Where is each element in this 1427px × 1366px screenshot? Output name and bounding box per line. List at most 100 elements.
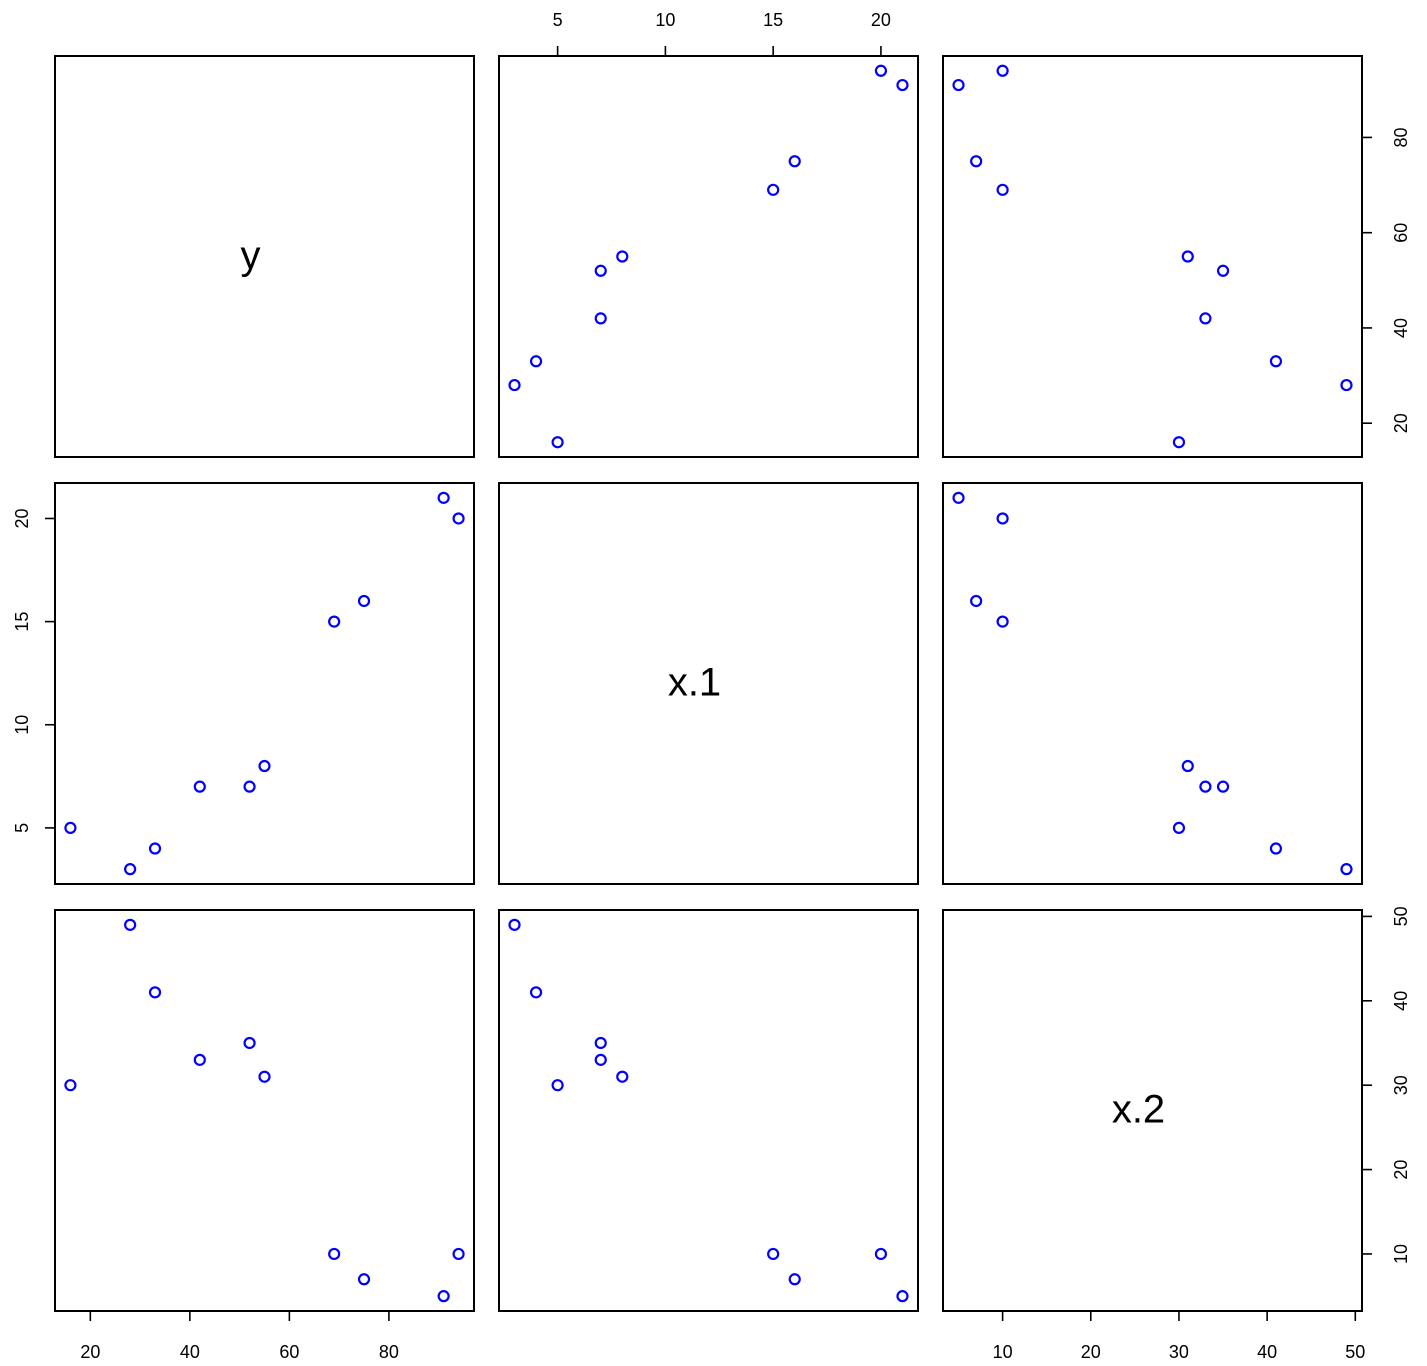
- x-tick-label-x.1: 20: [871, 10, 891, 30]
- data-point: [594, 264, 607, 277]
- y-tick-label-x.1: 10: [12, 715, 32, 735]
- y-tick-label-x.2: 50: [1391, 906, 1411, 926]
- y-tick-label-x.1: 15: [12, 612, 32, 632]
- panel-y-vs-x.1: [498, 55, 919, 458]
- data-point: [124, 918, 137, 931]
- data-point: [258, 759, 271, 773]
- y-tick-label-y: 80: [1391, 127, 1411, 147]
- panel-y-vs-x.2: [942, 55, 1363, 458]
- data-point: [767, 1247, 780, 1261]
- data-point: [64, 1079, 77, 1092]
- data-point: [896, 78, 909, 92]
- panel-x.1-vs-y: [54, 482, 475, 885]
- x-tick-label-x.1: 15: [763, 10, 783, 30]
- data-point: [996, 183, 1009, 196]
- data-point: [996, 512, 1009, 525]
- data-point: [788, 155, 801, 168]
- data-point: [874, 64, 888, 77]
- x-tick-label-x.1: 10: [655, 10, 675, 30]
- data-point: [767, 183, 780, 196]
- data-point: [1269, 842, 1283, 855]
- data-point: [328, 615, 341, 628]
- y-tick-label-x.1: 20: [12, 508, 32, 528]
- data-point: [952, 78, 965, 92]
- data-point: [193, 1053, 206, 1066]
- y-tick-label-y: 40: [1391, 318, 1411, 338]
- panel-x.1-vs-x.2: [942, 482, 1363, 885]
- x-tick-label-x.2: 30: [1169, 1342, 1189, 1362]
- data-point: [1340, 378, 1353, 392]
- data-point: [357, 594, 371, 608]
- variable-labels: y x.1 x.2: [241, 234, 1166, 1132]
- data-point: [258, 1070, 271, 1083]
- data-point: [594, 312, 607, 325]
- data-point: [1269, 355, 1283, 368]
- variable-label-x.2: x.2: [1112, 1088, 1165, 1132]
- x-tick-label-y: 20: [80, 1342, 100, 1362]
- variable-label-x.1: x.1: [668, 661, 721, 705]
- panel-x.2-vs-x.1: [498, 909, 919, 1312]
- data-point: [1181, 250, 1194, 263]
- data-point: [1340, 863, 1353, 876]
- data-point: [437, 491, 450, 504]
- y-tick-label-x.2: 20: [1391, 1160, 1411, 1180]
- data-point: [437, 1290, 450, 1303]
- panel-x.2-vs-y: [54, 909, 475, 1312]
- data-points: [64, 64, 1353, 1303]
- data-point: [996, 64, 1009, 77]
- x-tick-label-x.1: 5: [553, 10, 563, 30]
- data-point: [243, 780, 256, 793]
- data-point: [508, 378, 521, 392]
- data-point: [328, 1247, 341, 1261]
- y-tick-label-y: 20: [1391, 413, 1411, 433]
- data-point: [616, 1070, 629, 1083]
- data-point: [970, 155, 983, 168]
- panel-x.1-vs-x.1: [498, 482, 919, 885]
- y-tick-label-x.2: 30: [1391, 1075, 1411, 1095]
- data-point: [1216, 264, 1230, 277]
- data-point: [243, 1036, 256, 1050]
- data-point: [970, 594, 983, 608]
- x-tick-label-x.2: 10: [993, 1342, 1013, 1362]
- data-point: [508, 918, 521, 931]
- data-point: [896, 1290, 909, 1303]
- data-point: [64, 821, 77, 834]
- data-point: [529, 355, 543, 368]
- x-tick-label-x.2: 20: [1081, 1342, 1101, 1362]
- x-tick-label-y: 60: [279, 1342, 299, 1362]
- data-point: [124, 863, 137, 876]
- y-tick-label-y: 60: [1391, 223, 1411, 243]
- data-point: [1199, 312, 1212, 325]
- data-point: [996, 615, 1009, 628]
- panel-y-vs-y: [54, 55, 475, 458]
- data-point: [1181, 759, 1194, 773]
- data-point: [1172, 821, 1186, 834]
- data-point: [952, 491, 965, 504]
- data-point: [148, 986, 162, 999]
- variable-label-y: y: [241, 234, 261, 278]
- data-point: [357, 1273, 371, 1286]
- data-point: [1172, 436, 1186, 449]
- data-point: [616, 250, 629, 263]
- x-tick-label-y: 40: [180, 1342, 200, 1362]
- data-point: [594, 1053, 607, 1066]
- y-tick-label-x.1: 5: [12, 823, 32, 833]
- data-point: [594, 1036, 607, 1050]
- data-point: [874, 1247, 888, 1261]
- y-tick-label-x.2: 10: [1391, 1244, 1411, 1264]
- panels: [54, 55, 1363, 1312]
- x-tick-label-x.2: 50: [1345, 1342, 1365, 1362]
- data-point: [529, 986, 543, 999]
- data-point: [452, 512, 465, 525]
- data-point: [551, 1079, 564, 1092]
- y-tick-label-x.2: 40: [1391, 991, 1411, 1011]
- data-point: [1216, 780, 1230, 793]
- data-point: [788, 1273, 801, 1286]
- panel-x.2-vs-x.2: [942, 909, 1363, 1312]
- data-point: [551, 436, 564, 449]
- axis-ticks: 20 40 60 80 5 10 15 20 10 20 30 40 50 20 40 60 80 5 10 15 20…: [12, 10, 1411, 1362]
- data-point: [148, 842, 162, 855]
- data-point: [1199, 780, 1212, 793]
- data-point: [452, 1247, 465, 1261]
